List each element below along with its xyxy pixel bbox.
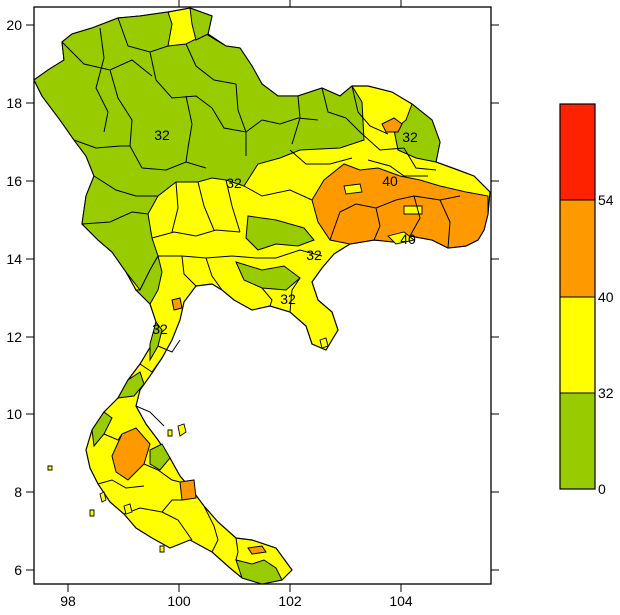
- contour-label: 32: [306, 247, 322, 263]
- legend-swatch: [560, 200, 595, 297]
- contour-label: 32: [402, 129, 418, 145]
- contour-label: 32: [152, 321, 168, 337]
- legend-swatch: [560, 297, 595, 393]
- legend: 54 40 32 0: [559, 103, 614, 497]
- zone-low: [33, 7, 441, 585]
- contour-label: 32: [154, 127, 170, 143]
- legend-swatch: [560, 393, 595, 489]
- x-tick-label: 100: [167, 593, 191, 609]
- y-tick-label: 8: [14, 484, 22, 500]
- contour-label: 32: [226, 175, 242, 191]
- zone-mid-islands: [343, 183, 423, 245]
- x-tick-label: 98: [60, 593, 76, 609]
- islands: [47, 337, 329, 553]
- legend-swatch: [560, 104, 595, 200]
- y-tick-label: 14: [6, 251, 22, 267]
- legend-label: 32: [598, 385, 614, 401]
- axis-ticks: [26, 0, 499, 592]
- x-tick-label: 104: [389, 593, 413, 609]
- y-tick-label: 6: [14, 562, 22, 578]
- y-tick-label: 16: [6, 173, 22, 189]
- legend-label: 54: [598, 192, 614, 208]
- y-tick-label: 20: [6, 17, 22, 33]
- x-tick-label: 102: [278, 593, 302, 609]
- contour-label: 32: [280, 291, 296, 307]
- legend-label: 0: [598, 481, 606, 497]
- contour-label: 40: [400, 231, 416, 247]
- contour-labels: 32 32 32 32 32 40 40 32: [152, 127, 418, 337]
- legend-label: 40: [598, 289, 614, 305]
- contour-label: 40: [382, 173, 398, 189]
- y-tick-label: 18: [6, 95, 22, 111]
- province-boundaries: [61, 17, 461, 561]
- y-tick-label: 10: [6, 406, 22, 422]
- y-tick-label: 12: [6, 329, 22, 345]
